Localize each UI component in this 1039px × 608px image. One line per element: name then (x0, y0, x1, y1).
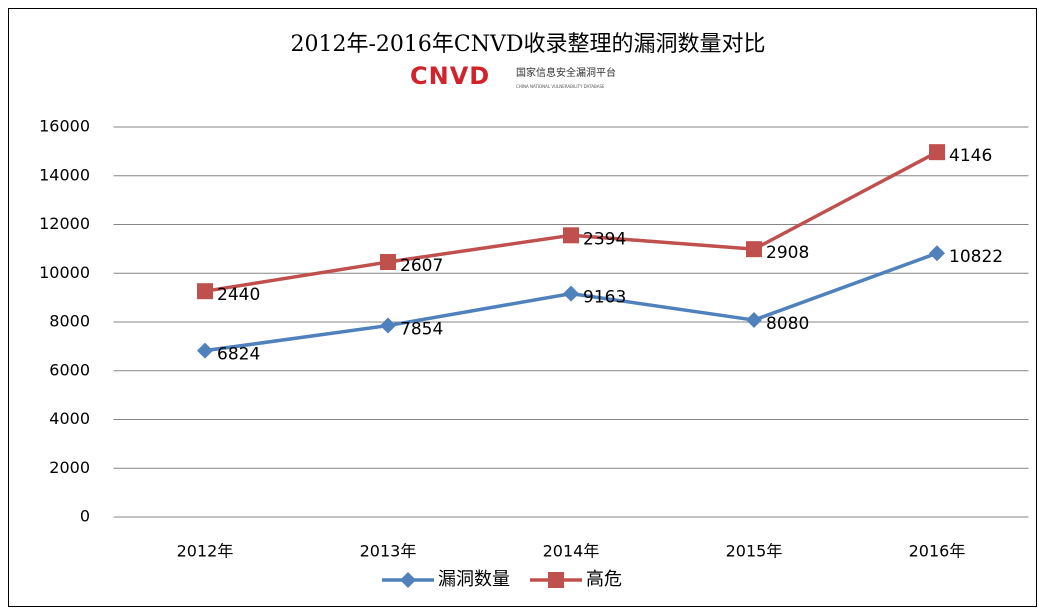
y-tick-label: 16000 (39, 117, 90, 136)
data-label: 8080 (766, 314, 809, 334)
legend-label: 漏洞数量 (438, 569, 510, 590)
x-tick-label: 2014年 (543, 542, 600, 561)
data-point (929, 144, 945, 161)
data-label: 4146 (949, 146, 992, 166)
data-point (197, 342, 213, 359)
data-label: 10822 (949, 247, 1003, 267)
y-tick-label: 2000 (49, 458, 90, 477)
chart-border (8, 8, 1037, 607)
x-tick-label: 2015年 (726, 542, 783, 561)
data-label: 2394 (583, 229, 626, 249)
legend-marker (400, 572, 416, 588)
data-point (563, 227, 579, 244)
data-label: 2607 (400, 256, 443, 276)
y-tick-label: 0 (80, 507, 90, 526)
data-point (746, 312, 762, 329)
data-point (380, 254, 396, 271)
y-tick-label: 12000 (39, 214, 90, 233)
data-point (929, 245, 945, 262)
data-point (746, 241, 762, 258)
data-label: 2440 (217, 285, 260, 305)
chart-title: 2012年-2016年CNVD收录整理的漏洞数量对比 (290, 32, 765, 57)
logo-subtitle: CHINA NATIONAL VULNERABILITY DATABASE (516, 84, 605, 89)
y-tick-label: 14000 (39, 165, 90, 184)
legend-marker (548, 572, 564, 588)
y-tick-label: 8000 (49, 312, 90, 331)
y-tick-label: 10000 (39, 263, 90, 282)
x-tick-label: 2013年 (360, 542, 417, 561)
logo-name: 国家信息安全漏洞平台 (516, 66, 616, 79)
data-label: 6824 (217, 345, 260, 365)
data-point (197, 283, 213, 300)
data-label: 9163 (583, 288, 626, 308)
data-label: 7854 (400, 320, 443, 340)
logo-mark: CNVD (410, 62, 490, 90)
data-point (380, 317, 396, 334)
y-tick-label: 4000 (49, 409, 90, 428)
data-label: 2908 (766, 243, 809, 263)
data-point (563, 285, 579, 302)
y-tick-label: 6000 (49, 360, 90, 379)
x-tick-label: 2016年 (909, 542, 966, 561)
legend-label: 高危 (586, 569, 622, 590)
x-tick-label: 2012年 (177, 542, 234, 561)
